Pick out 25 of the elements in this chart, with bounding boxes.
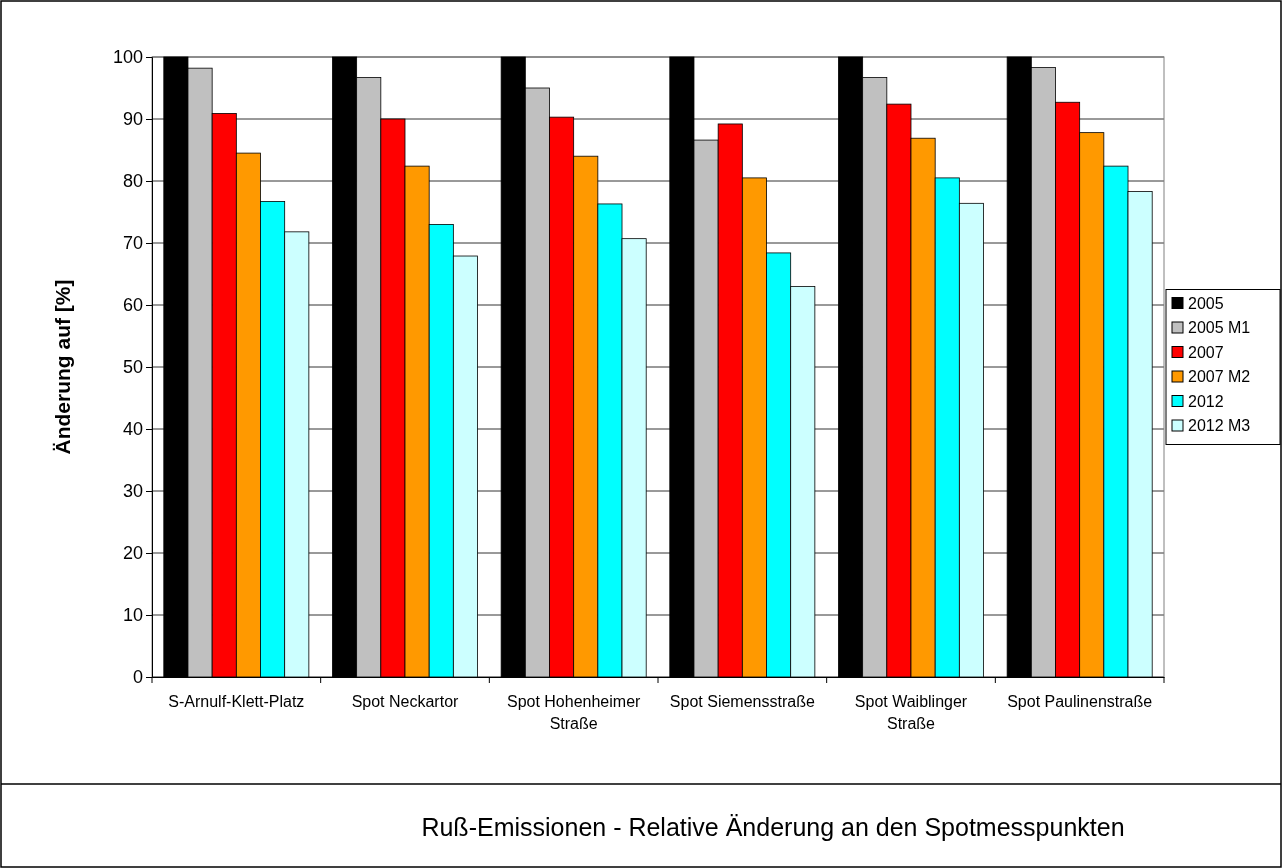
- y-tick-label: 50: [122, 357, 143, 378]
- y-tick-label: 80: [122, 171, 143, 192]
- x-tick-label: Spot Paulinenstraße: [1007, 693, 1153, 710]
- legend-label: 2007: [1188, 343, 1224, 361]
- y-tick-label: 0: [132, 667, 143, 688]
- y-tick-label: 20: [122, 543, 143, 564]
- y-tick-label: 60: [122, 295, 143, 316]
- legend-label: 2005: [1188, 294, 1224, 312]
- x-tick-label: S-Arnulf-Klett-Platz: [168, 693, 305, 710]
- legend-label: 2007 M2: [1188, 368, 1251, 385]
- y-axis-title: Änderung auf [%]: [51, 279, 74, 455]
- y-tick-label: 90: [122, 109, 143, 130]
- y-tick-label: 10: [122, 605, 143, 626]
- text: Ruß-Emissionen - Relative Änderung an den Spotmesspunkten: [421, 813, 1125, 841]
- x-tick-label: Spot Neckartor: [351, 693, 460, 710]
- y-tick-label: 40: [122, 419, 143, 440]
- legend-label: 2005 M1: [1188, 319, 1251, 336]
- y-tick-label: 70: [122, 233, 143, 254]
- legend-label: 2012: [1188, 392, 1224, 410]
- x-tick-label: Spot Siemensstraße: [669, 693, 815, 710]
- y-tick-label: 100: [112, 47, 143, 68]
- legend-label: 2012 M3: [1188, 417, 1251, 434]
- y-tick-label: 30: [122, 481, 143, 502]
- x-tick-label: Spot Waiblinger Straße: [854, 693, 968, 732]
- x-tick-label: Spot Hohenheimer Straße: [506, 693, 642, 732]
